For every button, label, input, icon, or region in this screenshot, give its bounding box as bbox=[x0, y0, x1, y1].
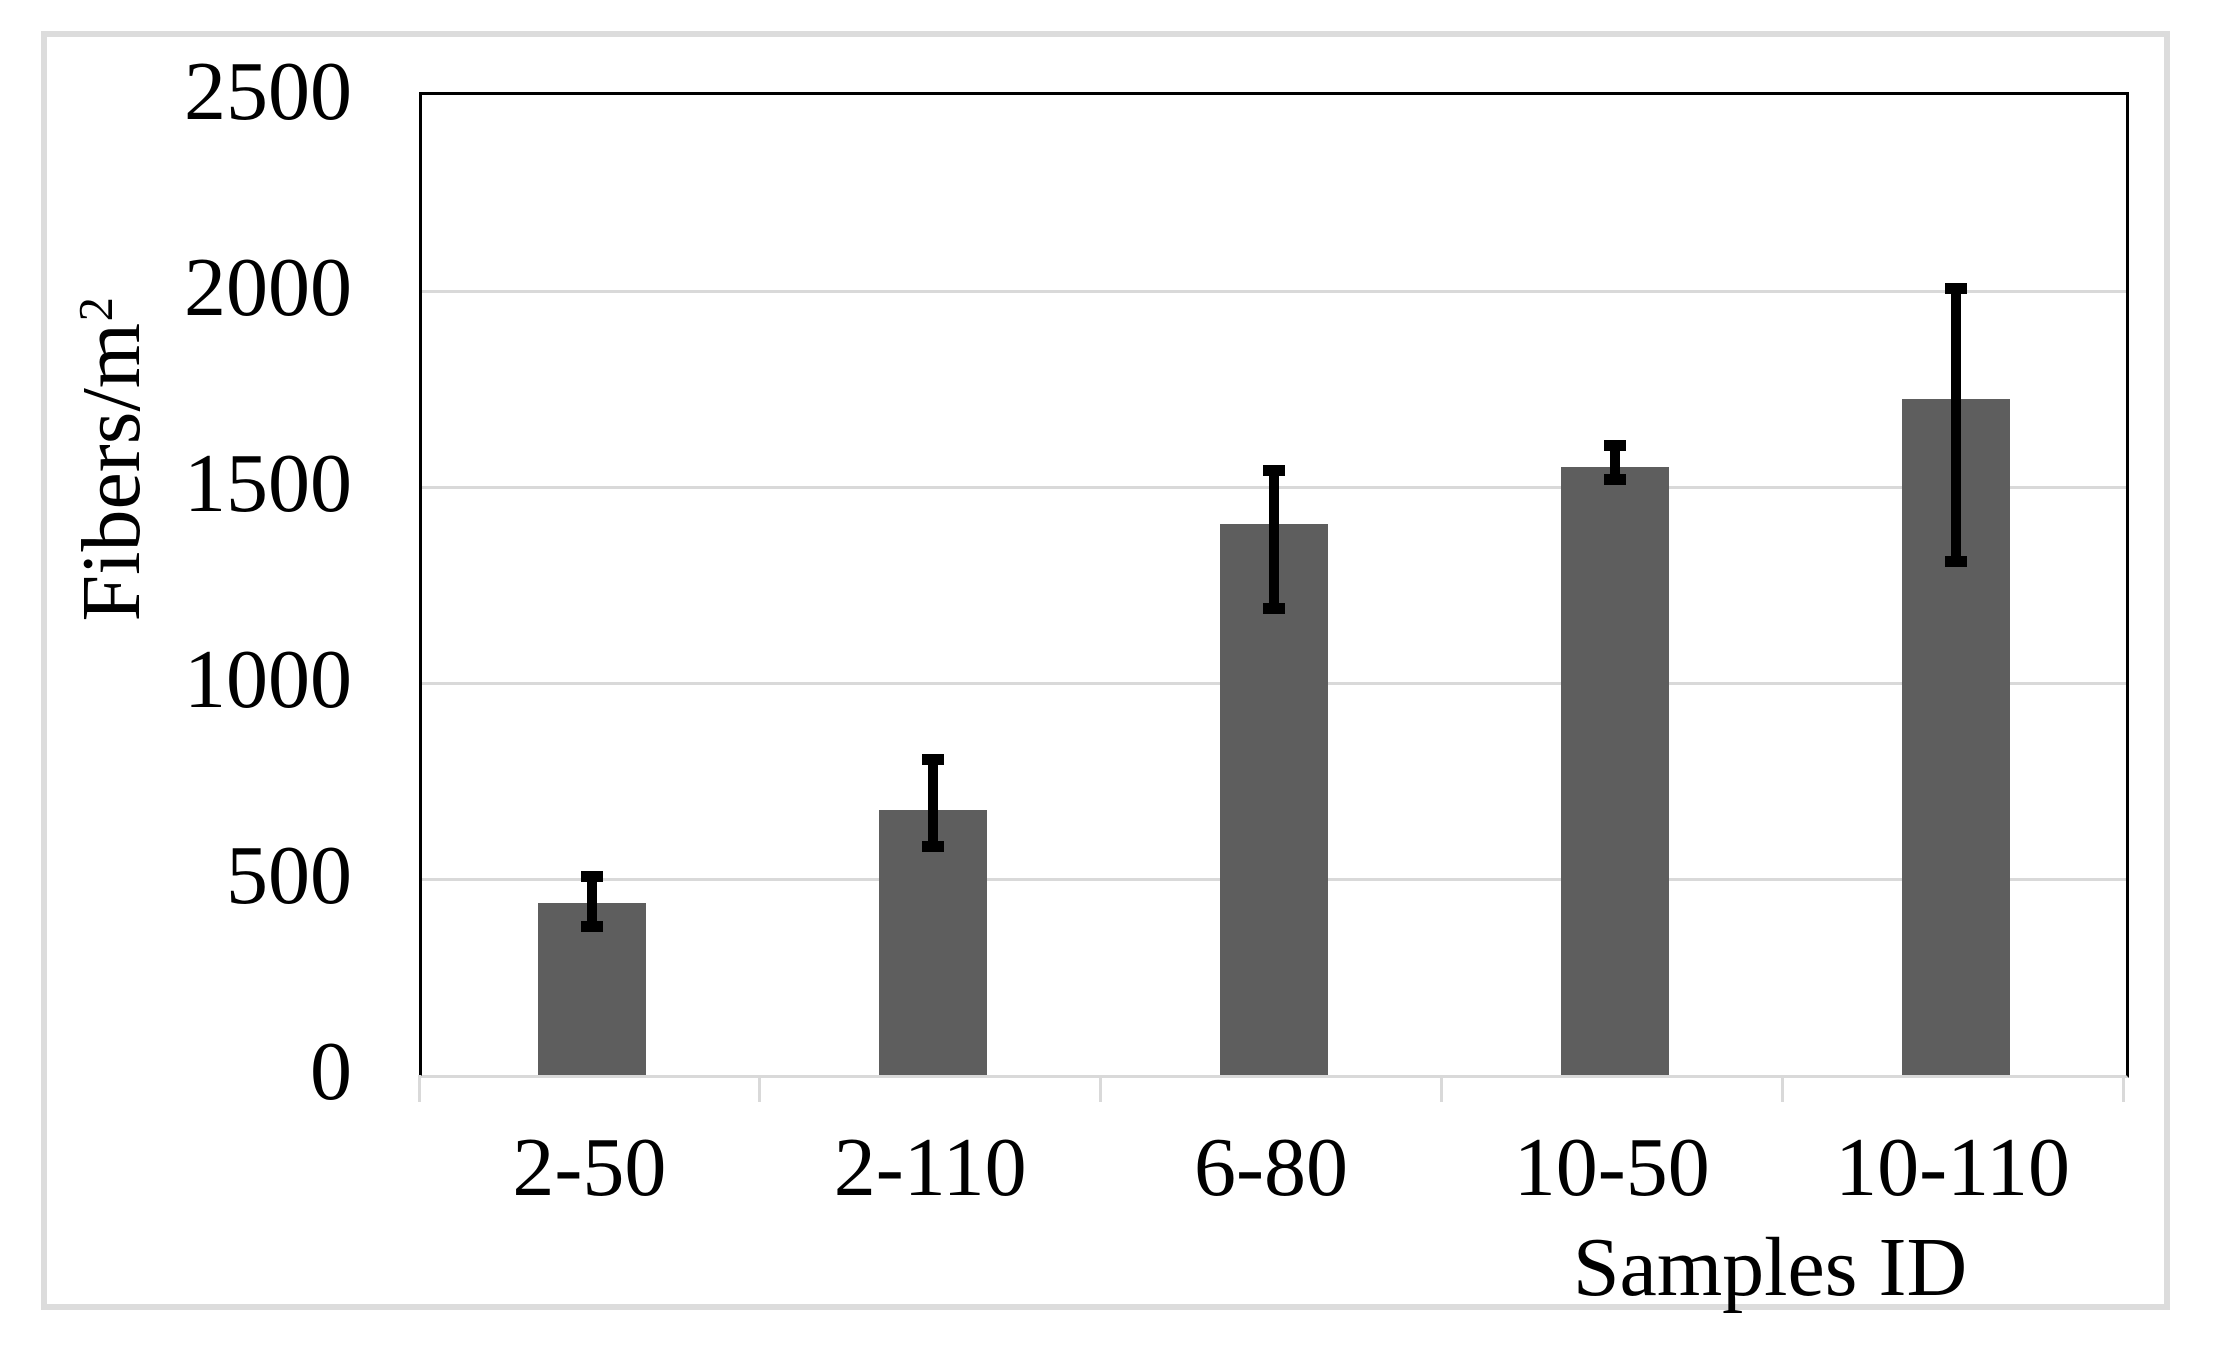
error-bar-top-cap-2-50 bbox=[581, 871, 604, 883]
x-tick-label-10-110: 10-110 bbox=[1835, 1121, 2071, 1214]
x-axis-tick-0 bbox=[417, 1075, 421, 1102]
bar-6-80 bbox=[1220, 524, 1328, 1075]
plot-area bbox=[419, 92, 2129, 1078]
x-axis-title: Samples ID bbox=[1572, 1221, 1968, 1314]
bar-2-110 bbox=[879, 810, 988, 1075]
y-tick-label-1000: 1000 bbox=[184, 633, 352, 726]
x-axis-tick-2 bbox=[1099, 1075, 1103, 1102]
y-tick-label-0: 0 bbox=[310, 1025, 352, 1118]
error-bar-top-cap-6-80 bbox=[1263, 465, 1285, 477]
error-bar-bottom-cap-10-110 bbox=[1944, 556, 1967, 568]
y-tick-label-2500: 2500 bbox=[184, 45, 352, 138]
x-tick-label-10-50: 10-50 bbox=[1513, 1121, 1710, 1214]
error-bar-top-cap-10-50 bbox=[1603, 439, 1626, 451]
error-bar-bottom-cap-2-50 bbox=[581, 920, 604, 932]
error-bar-line-6-80 bbox=[1269, 465, 1279, 615]
chart-outer-border bbox=[41, 31, 2170, 1310]
bar-10-50 bbox=[1560, 467, 1669, 1075]
y-gridline-2000 bbox=[422, 289, 2126, 293]
y-tick-label-2000: 2000 bbox=[184, 241, 352, 334]
error-bar-top-cap-2-110 bbox=[922, 753, 945, 765]
error-bar-line-10-110 bbox=[1950, 283, 1961, 568]
x-axis-tick-5 bbox=[2121, 1075, 2125, 1102]
x-tick-label-2-50: 2-50 bbox=[512, 1121, 667, 1214]
error-bar-top-cap-10-110 bbox=[1944, 283, 1967, 295]
x-axis-tick-1 bbox=[758, 1075, 762, 1102]
y-tick-label-500: 500 bbox=[226, 829, 352, 922]
error-bar-bottom-cap-10-50 bbox=[1603, 474, 1626, 486]
y-tick-label-1500: 1500 bbox=[184, 437, 352, 530]
error-bar-line-10-50 bbox=[1609, 439, 1620, 486]
error-bar-line-2-50 bbox=[587, 871, 598, 932]
error-bar-bottom-cap-2-110 bbox=[922, 840, 945, 852]
x-tick-label-6-80: 6-80 bbox=[1194, 1121, 1348, 1214]
x-axis-tick-3 bbox=[1439, 1075, 1443, 1102]
x-axis-tick-4 bbox=[1780, 1075, 1784, 1102]
x-tick-label-2-110: 2-110 bbox=[833, 1121, 1027, 1214]
error-bar-bottom-cap-6-80 bbox=[1263, 603, 1285, 615]
error-bar-line-2-110 bbox=[928, 753, 939, 852]
